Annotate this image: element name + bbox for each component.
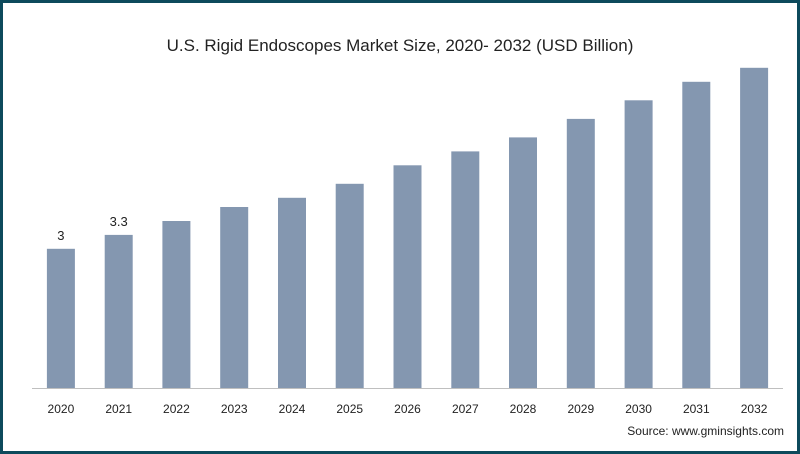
bars-group [46, 67, 769, 389]
x-tick-2032: 2032 [741, 402, 768, 416]
x-tick-2023: 2023 [221, 402, 248, 416]
bar-2029 [566, 118, 595, 389]
chart-title: U.S. Rigid Endoscopes Market Size, 2020-… [166, 36, 634, 55]
x-tick-2028: 2028 [510, 402, 537, 416]
bar-2030 [624, 100, 653, 389]
bar-2026 [393, 165, 422, 388]
data-label-2021: 3.3 [110, 214, 128, 229]
x-tick-2021: 2021 [105, 402, 132, 416]
bar-2023 [220, 207, 249, 388]
x-tick-2026: 2026 [394, 402, 421, 416]
x-tick-2029: 2029 [567, 402, 594, 416]
bar-2032 [740, 67, 769, 389]
x-tick-2024: 2024 [279, 402, 306, 416]
x-tick-2025: 2025 [336, 402, 363, 416]
x-tick-2020: 2020 [48, 402, 75, 416]
bar-2025 [335, 183, 364, 388]
bar-2020 [46, 248, 75, 388]
bar-2031 [682, 81, 711, 389]
source-note: Source: www.gminsights.com [627, 424, 784, 438]
x-tick-2022: 2022 [163, 402, 190, 416]
x-tick-2027: 2027 [452, 402, 479, 416]
bar-2024 [278, 197, 306, 388]
data-label-2020: 3 [57, 228, 64, 243]
bar-2021 [104, 234, 133, 388]
bar-2027 [451, 151, 480, 388]
data-labels: 33.3 [57, 214, 127, 243]
x-tick-labels: 2020 2021 2022 2023 2024 2025 2026 2027 2028 2029… [48, 402, 768, 416]
x-tick-2031: 2031 [683, 402, 710, 416]
bar-2028 [509, 137, 537, 388]
x-tick-2030: 2030 [625, 402, 652, 416]
bar-2022 [162, 221, 191, 388]
